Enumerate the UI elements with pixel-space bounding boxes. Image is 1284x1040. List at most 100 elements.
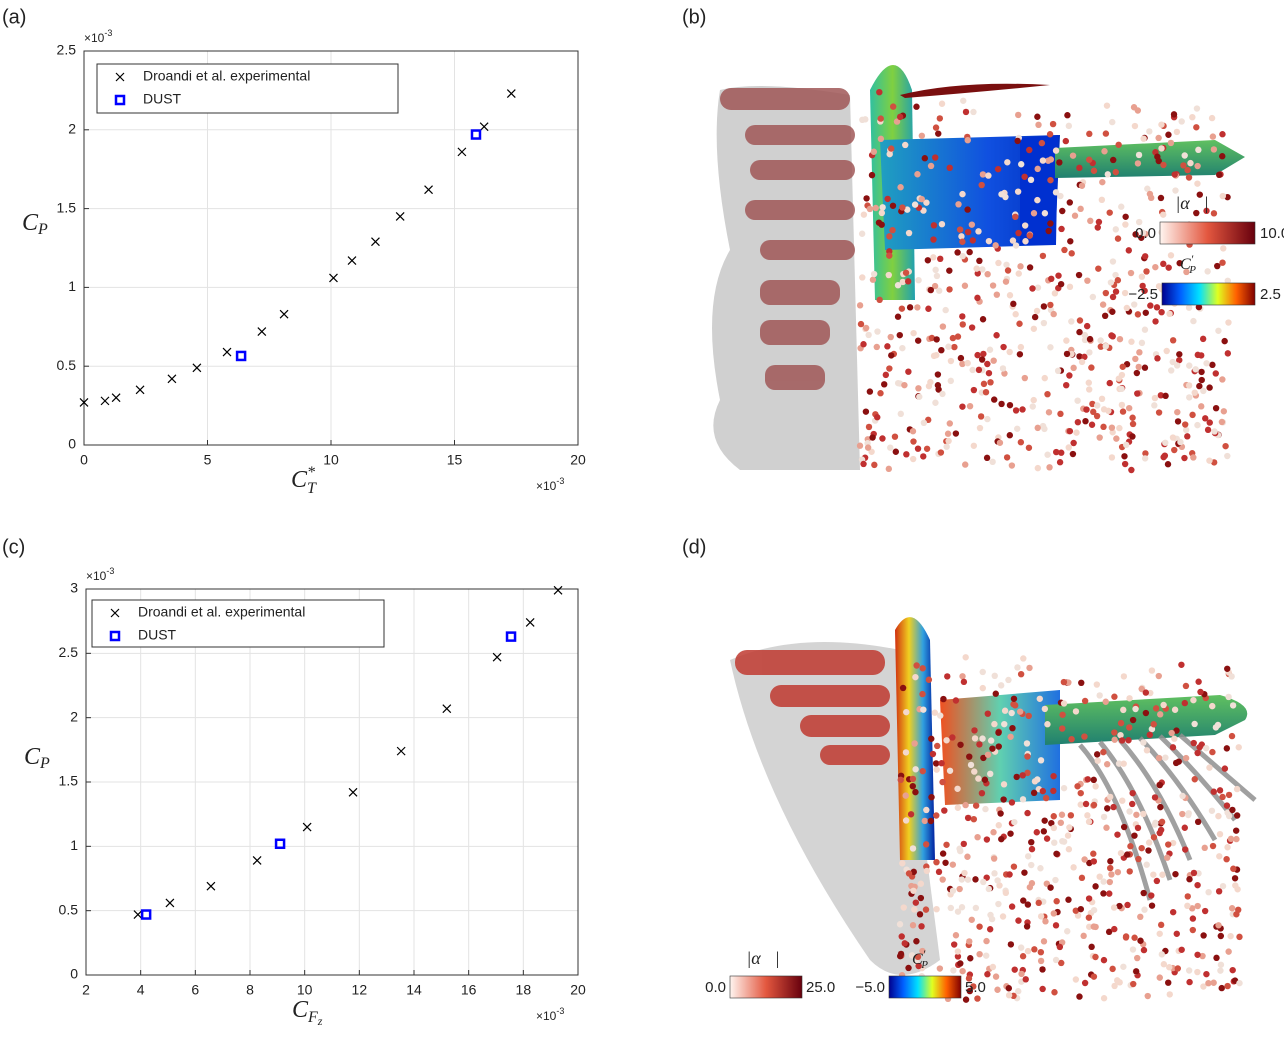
- axes-frame: [83, 50, 579, 446]
- particle: [1047, 884, 1054, 891]
- particle: [964, 228, 972, 236]
- particle: [889, 103, 897, 110]
- particle: [1012, 242, 1020, 249]
- particle: [1005, 992, 1013, 999]
- particle: [946, 767, 954, 774]
- particle: [1225, 948, 1232, 955]
- x-tick-label: 16: [461, 982, 477, 998]
- text-part: C: [292, 997, 309, 1023]
- particle: [1222, 442, 1229, 450]
- data-point: [506, 89, 516, 98]
- y-tick-label: 1: [70, 837, 78, 853]
- particle: [1056, 159, 1063, 166]
- colorbar-title: C′ P: [1180, 252, 1196, 276]
- particle: [962, 996, 970, 1003]
- particle: [1051, 290, 1059, 297]
- particle: [1081, 697, 1089, 705]
- particle: [1162, 754, 1169, 761]
- particle: [1206, 419, 1213, 426]
- particle: [913, 938, 920, 945]
- particle: [884, 195, 891, 203]
- particle: [986, 346, 994, 353]
- particle: [1154, 153, 1161, 160]
- text-part: -3: [556, 476, 564, 486]
- particle: [976, 923, 983, 930]
- colorbar-max: 25.0: [806, 979, 835, 996]
- particle: [1159, 871, 1166, 878]
- particle: [1116, 902, 1123, 910]
- colorbar-title: |α⃗|: [746, 948, 779, 968]
- particle: [1189, 915, 1197, 922]
- particle: [956, 845, 963, 852]
- particle: [1182, 754, 1190, 762]
- particle: [1088, 364, 1095, 371]
- particle: [954, 333, 962, 340]
- text-part: F: [307, 1009, 318, 1026]
- particle: [947, 377, 955, 385]
- particle: [1136, 349, 1143, 356]
- particle: [1217, 932, 1225, 940]
- particle: [1057, 280, 1065, 288]
- particle: [1173, 930, 1180, 937]
- render-d: [730, 617, 1257, 1003]
- particle: [1112, 271, 1119, 279]
- particle: [1050, 910, 1057, 917]
- particle: [862, 324, 870, 332]
- particle: [955, 201, 962, 208]
- particle: [1059, 725, 1066, 732]
- particle: [1076, 317, 1084, 324]
- particle: [1104, 805, 1111, 812]
- particle: [1024, 947, 1032, 955]
- particle: [1203, 970, 1210, 978]
- particle: [976, 424, 984, 432]
- particle: [1058, 449, 1065, 456]
- particle: [1189, 113, 1196, 121]
- particle: [1215, 888, 1223, 895]
- particle: [1102, 289, 1110, 297]
- particle: [1109, 308, 1116, 315]
- particle: [1125, 737, 1132, 744]
- particle: [1088, 943, 1095, 951]
- particle: [1081, 336, 1089, 344]
- particle: [1018, 161, 1025, 168]
- particle: [957, 741, 964, 748]
- particle: [1069, 450, 1077, 458]
- particle: [1114, 235, 1122, 242]
- particle: [1120, 963, 1127, 970]
- particle: [1121, 460, 1129, 468]
- particle: [1141, 906, 1148, 913]
- particle: [1006, 401, 1014, 409]
- render-b: [712, 65, 1245, 474]
- particle: [1111, 982, 1118, 990]
- particle: [933, 336, 940, 343]
- particle: [910, 329, 917, 337]
- particle: [1172, 187, 1179, 194]
- particle: [1035, 121, 1042, 129]
- particle: [1086, 335, 1094, 343]
- particle: [962, 654, 969, 661]
- particle: [1057, 410, 1064, 418]
- particle: [1217, 961, 1225, 968]
- particle: [1106, 209, 1113, 216]
- particle: [900, 904, 907, 911]
- particle: [902, 817, 910, 824]
- x-tick-label: 8: [246, 982, 254, 998]
- particle: [894, 379, 902, 387]
- particle: [1205, 888, 1212, 896]
- particle: [1224, 844, 1231, 851]
- particle: [974, 995, 981, 1002]
- particle: [1100, 813, 1108, 821]
- y-tick-label: 0: [70, 966, 78, 982]
- particle: [1002, 889, 1010, 897]
- particle: [933, 812, 940, 819]
- particle: [1194, 951, 1201, 958]
- axes-frame: [85, 588, 579, 976]
- data-point: [222, 347, 232, 357]
- particle: [1191, 389, 1198, 396]
- particle: [964, 853, 971, 860]
- particle: [1060, 700, 1068, 707]
- particle: [1235, 744, 1242, 751]
- particle: [1067, 812, 1075, 819]
- particle: [1017, 670, 1025, 678]
- particle: [1041, 210, 1049, 217]
